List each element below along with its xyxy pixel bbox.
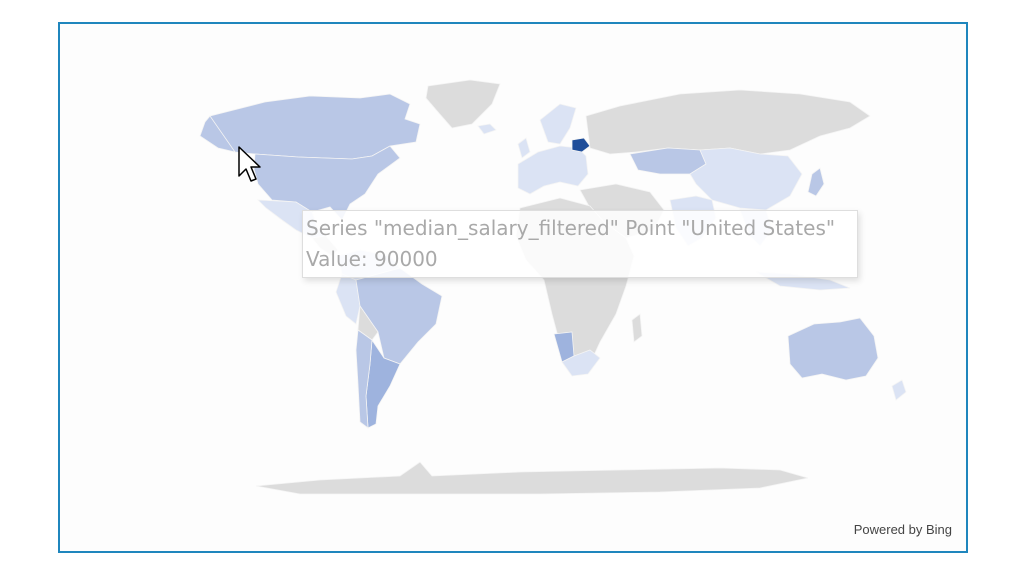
map-tooltip: Series "median_salary_filtered" Point "U… — [302, 210, 858, 278]
tooltip-series-line: Series "median_salary_filtered" Point "U… — [306, 216, 836, 240]
country-chile[interactable] — [355, 329, 373, 429]
mouse-cursor-icon — [238, 146, 261, 182]
country-south-africa[interactable] — [561, 349, 601, 377]
country-scandinavia[interactable] — [539, 103, 577, 145]
country-australia[interactable] — [787, 317, 879, 381]
country-russia[interactable] — [585, 89, 871, 155]
bing-attribution: Powered by Bing — [853, 522, 952, 537]
country-alaska[interactable] — [199, 115, 236, 153]
country-kazakhstan[interactable] — [629, 147, 707, 175]
country-new-zealand[interactable] — [891, 379, 907, 401]
country-greenland[interactable] — [425, 79, 501, 129]
country-iceland[interactable] — [477, 123, 497, 135]
country-madagascar[interactable] — [631, 313, 643, 343]
country-uk[interactable] — [517, 137, 531, 159]
region-antarctica[interactable] — [255, 461, 809, 495]
country-japan[interactable] — [807, 167, 825, 197]
world-map[interactable] — [60, 24, 966, 551]
country-canada[interactable] — [209, 93, 421, 160]
country-belarus[interactable] — [571, 137, 591, 153]
tooltip-value-line: Value: 90000 — [306, 247, 438, 271]
region-europe[interactable] — [517, 145, 589, 195]
map-visual-frame[interactable]: Series "median_salary_filtered" Point "U… — [58, 22, 968, 553]
